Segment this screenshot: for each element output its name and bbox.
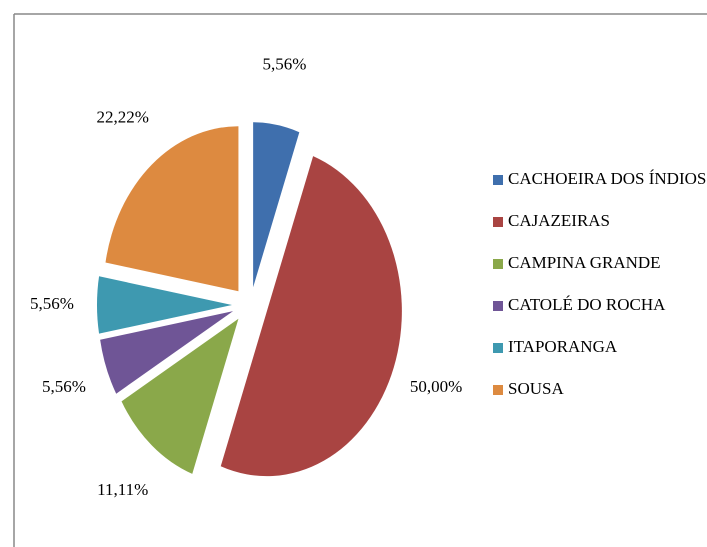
legend-swatch [493, 301, 503, 311]
legend-label: SOUSA [508, 379, 564, 398]
data-label: 5,56% [30, 294, 74, 313]
pie-slice [121, 318, 239, 474]
data-label: 11,11% [97, 480, 148, 499]
legend-label: CACHOEIRA DOS ÍNDIOS [508, 169, 706, 188]
pie-slice [253, 122, 300, 288]
legend-label: CAMPINA GRANDE [508, 253, 661, 272]
legend-label: CAJAZEIRAS [508, 211, 610, 230]
legend-swatch [493, 175, 503, 185]
data-label: 5,56% [42, 377, 86, 396]
pie-slice [97, 276, 232, 334]
pie-slice [100, 311, 234, 394]
data-label: 5,56% [262, 55, 306, 74]
legend-swatch [493, 259, 503, 269]
pie-slice [220, 156, 402, 477]
legend-swatch [493, 385, 503, 395]
legend-swatch [493, 343, 503, 353]
legend-swatch [493, 217, 503, 227]
pie-slice [105, 126, 239, 292]
data-label: 22,22% [97, 108, 149, 127]
data-label: 50,00% [410, 377, 462, 396]
legend-label: ITAPORANGA [508, 337, 618, 356]
legend-label: CATOLÉ DO ROCHA [508, 295, 666, 314]
